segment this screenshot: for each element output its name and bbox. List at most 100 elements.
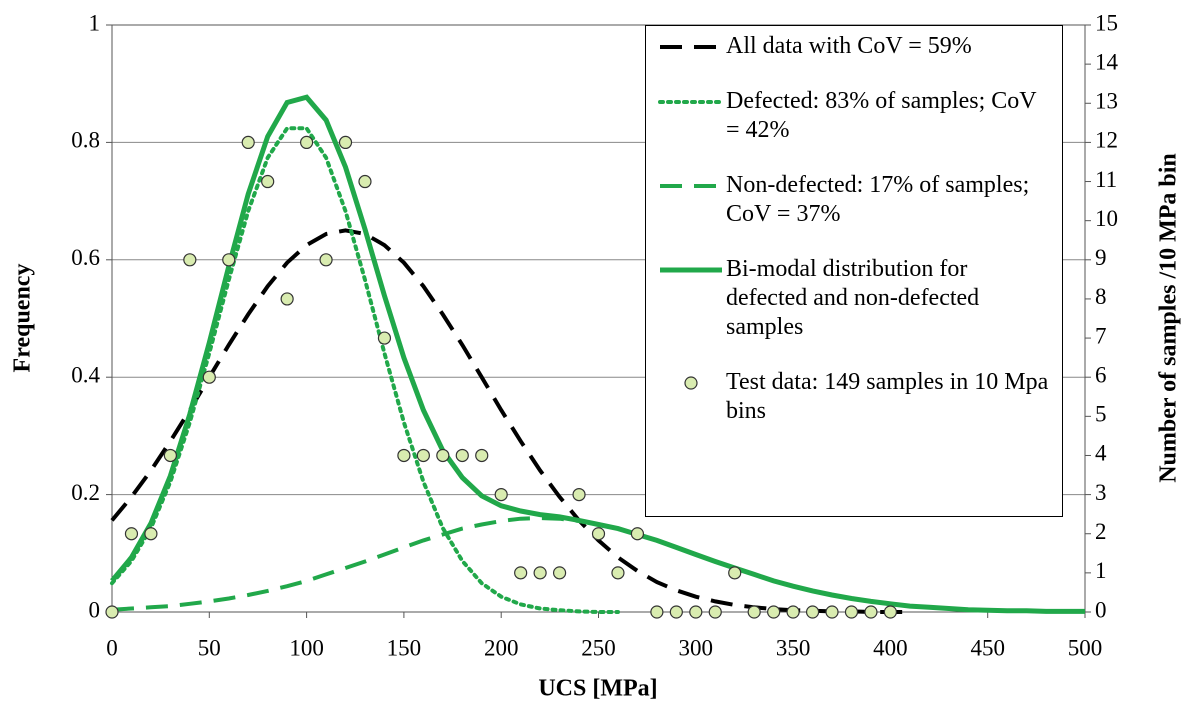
- legend: All data with CoV = 59% Defected: 83% of …: [645, 25, 1063, 517]
- data-point: [416, 448, 430, 463]
- x-tick-label: 450: [970, 635, 1005, 660]
- y2-tick-label: 15: [1095, 10, 1118, 35]
- data-line: [111, 516, 599, 612]
- data-point: [533, 566, 547, 580]
- y-tick-label: 0: [89, 597, 101, 622]
- data-point: [630, 527, 645, 541]
- data-point: [611, 566, 625, 580]
- legend-label: Bi-modal distribution for defected and n…: [726, 256, 980, 340]
- y2-tick-label: 0: [1095, 597, 1107, 622]
- data-point: [455, 448, 469, 463]
- data-point: [494, 488, 508, 502]
- data-point: [241, 135, 255, 149]
- data-point: [786, 605, 800, 619]
- data-point: [280, 292, 294, 306]
- x-axis-title: UCS [MPa]: [538, 676, 657, 702]
- y2-tick-label: 14: [1095, 49, 1119, 74]
- data-point: [319, 253, 333, 267]
- data-point: [475, 448, 489, 463]
- x-tick-label: 500: [1068, 635, 1103, 660]
- data-point: [864, 605, 878, 619]
- data-point: [222, 253, 236, 267]
- data-point: [377, 331, 392, 345]
- data-point: [767, 605, 781, 619]
- legend-entry: Test data: 149 samples in 10 Mpa bins: [656, 368, 1052, 426]
- data-line: [110, 126, 620, 614]
- y2-tick-label: 11: [1095, 167, 1117, 192]
- data-point: [747, 605, 761, 619]
- data-point: [669, 605, 683, 619]
- data-point: [261, 174, 275, 189]
- data-point: [728, 566, 742, 580]
- y2-tick-label: 5: [1095, 402, 1107, 427]
- y2-tick-label: 9: [1095, 245, 1107, 270]
- data-point: [163, 448, 177, 463]
- legend-swatch: [660, 45, 722, 49]
- data-point: [650, 605, 664, 619]
- x-tick-label: 250: [581, 635, 616, 660]
- y2-tick-label: 6: [1095, 362, 1107, 387]
- data-point: [124, 527, 139, 541]
- y2-tick-label: 2: [1095, 519, 1107, 544]
- y-tick-label: 0.2: [71, 480, 100, 505]
- y2-tick-label: 7: [1095, 323, 1107, 348]
- legend-swatch: [658, 100, 724, 104]
- data-point: [591, 527, 606, 541]
- data-point: [825, 605, 839, 619]
- data-line: [110, 94, 1085, 614]
- x-tick-label: 300: [679, 635, 714, 660]
- legend-swatch: [684, 376, 698, 390]
- data-point: [144, 527, 158, 541]
- y-tick-label: 0.4: [71, 362, 100, 387]
- data-point: [300, 135, 314, 149]
- data-point: [805, 605, 820, 619]
- data-point: [436, 448, 450, 463]
- y-tick-label: 0.6: [71, 245, 100, 270]
- data-point: [552, 566, 567, 580]
- data-point: [572, 488, 586, 502]
- legend-label: All data with CoV = 59%: [726, 33, 972, 59]
- y2-tick-label: 10: [1095, 206, 1118, 231]
- x-tick-label: 100: [289, 635, 324, 660]
- legend-entry: Defected: 83% of samples; CoV = 42%: [656, 87, 1052, 145]
- legend-label: Defected: 83% of samples; CoV = 42%: [726, 88, 1037, 143]
- y2-tick-label: 1: [1095, 558, 1107, 583]
- data-point: [338, 135, 353, 149]
- data-point: [202, 370, 216, 384]
- x-tick-label: 200: [484, 635, 519, 660]
- data-point: [883, 605, 898, 619]
- legend-entry: Non-defected: 17% of samples; CoV = 37%: [656, 171, 1052, 229]
- x-tick-label: 400: [873, 635, 908, 660]
- y-tick-label: 0.8: [71, 128, 100, 153]
- y2-tick-label: 13: [1095, 89, 1118, 114]
- x-tick-label: 0: [106, 635, 118, 660]
- y2-tick-label: 3: [1095, 480, 1107, 505]
- y2-axis-title: Number of samples /10 MPa bin: [1156, 153, 1182, 483]
- y-tick-label: 1: [89, 10, 101, 35]
- data-point: [183, 253, 197, 267]
- legend-entry: Bi-modal distribution for defected and n…: [656, 255, 1052, 342]
- data-point: [105, 605, 119, 619]
- legend-swatch: [660, 184, 722, 188]
- data-point: [844, 605, 859, 619]
- data-point: [514, 566, 528, 580]
- legend-entry: All data with CoV = 59%: [656, 32, 1052, 61]
- legend-marker: [684, 376, 698, 390]
- legend-label: Non-defected: 17% of samples; CoV = 37%: [726, 172, 1030, 227]
- data-point: [708, 605, 722, 619]
- y2-tick-label: 4: [1095, 441, 1107, 466]
- data-point: [397, 448, 411, 463]
- y-axis-title: Frequency: [10, 264, 36, 373]
- x-tick-label: 350: [776, 635, 811, 660]
- x-tick-label: 50: [198, 635, 221, 660]
- y2-tick-label: 12: [1095, 128, 1118, 153]
- data-point: [689, 605, 703, 619]
- legend-swatch: [660, 267, 722, 273]
- data-point: [358, 174, 372, 189]
- y2-tick-label: 8: [1095, 284, 1107, 309]
- x-tick-label: 150: [387, 635, 422, 660]
- legend-label: Test data: 149 samples in 10 Mpa bins: [726, 369, 1049, 424]
- data-line: [110, 228, 910, 614]
